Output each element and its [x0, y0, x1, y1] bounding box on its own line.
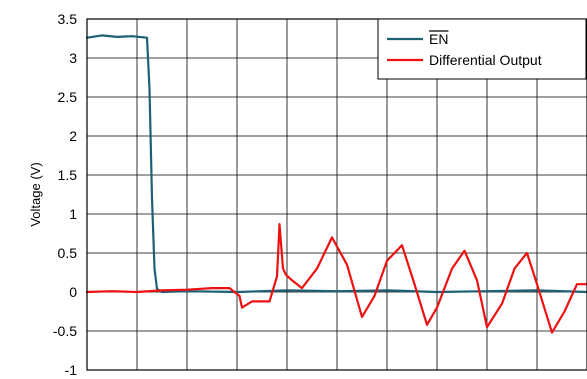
plot-border: [86, 18, 587, 371]
legend: EN Differential Output: [377, 18, 587, 80]
y-tick-label: 3: [69, 50, 77, 66]
y-tick-label: 2.5: [58, 89, 78, 105]
y-tick-label: 0: [69, 284, 77, 300]
y-tick-label: -1: [65, 362, 78, 378]
legend-label: EN: [429, 31, 448, 47]
series-line-0: [85, 34, 587, 294]
y-tick-label: 1.5: [58, 167, 78, 183]
y-tick-label: 0.5: [58, 245, 78, 261]
series-layer: [85, 34, 587, 334]
y-tick-label: 3.5: [58, 11, 78, 27]
y-axis-label: Voltage (V): [28, 162, 43, 226]
y-tick-label: 1: [69, 206, 77, 222]
y-tick-label: 2: [69, 128, 77, 144]
y-tick-labels: 3.5 3 2.5 2 1.5 1 0.5 0 -0.5 -1: [53, 11, 77, 378]
series-line-1: [85, 223, 587, 334]
legend-label: Differential Output: [429, 52, 542, 68]
legend-box: [377, 18, 587, 80]
y-tick-label: -0.5: [53, 323, 77, 339]
